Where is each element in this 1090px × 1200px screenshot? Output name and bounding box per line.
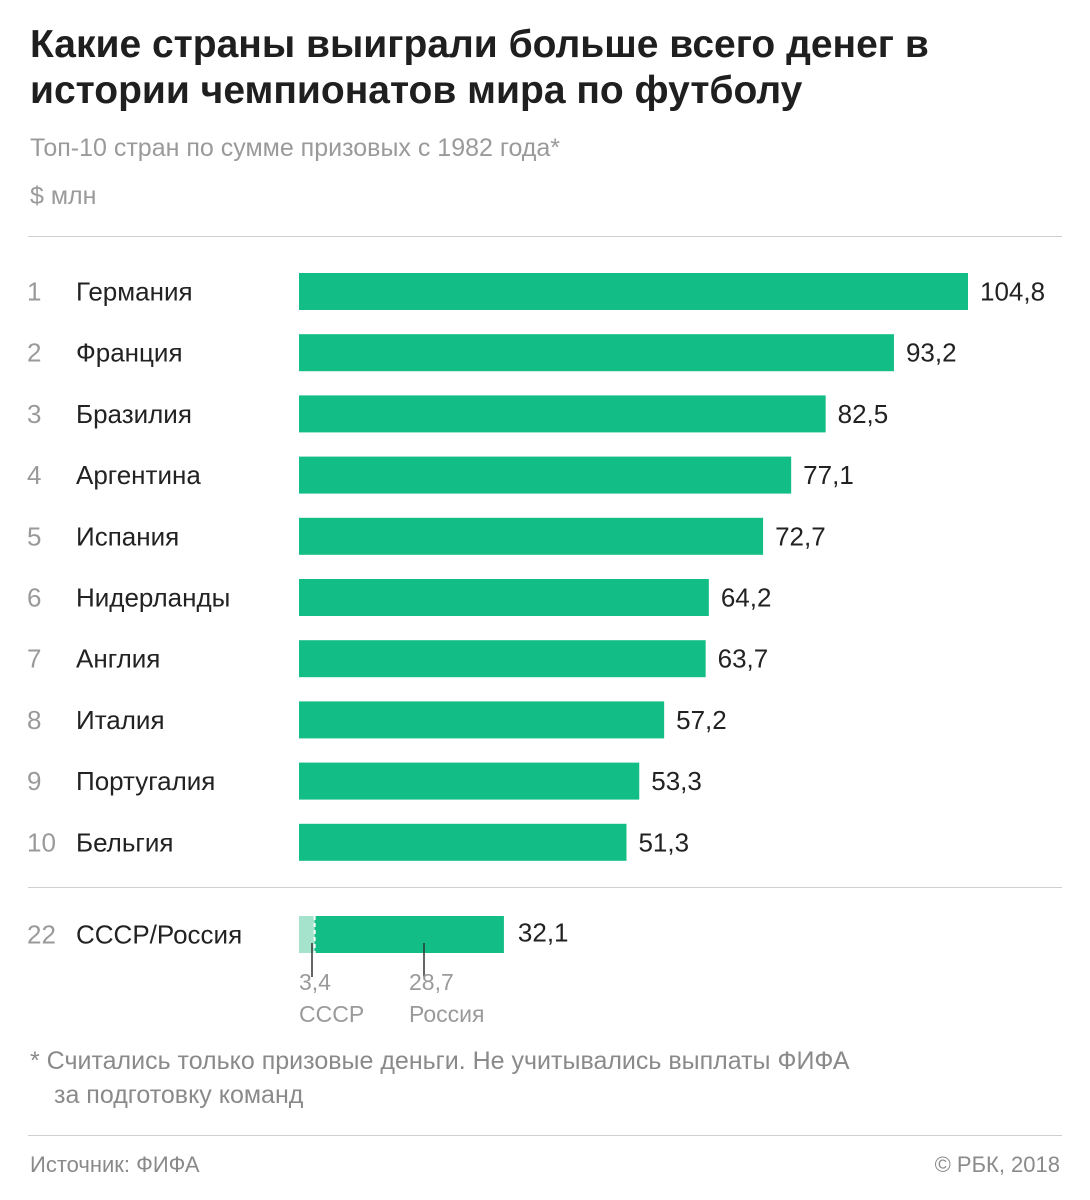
value-label: 64,2 [721,583,772,613]
category-label: СССР/Россия [76,920,242,950]
value-label: 57,2 [676,705,727,735]
category-label: Нидерланды [76,583,230,613]
category-label: Англия [76,644,160,674]
rank-label: 10 [27,827,56,857]
value-label: 104,8 [980,277,1045,307]
category-label: Бельгия [76,827,173,857]
rank-label: 3 [27,399,41,429]
rank-label: 4 [27,460,41,490]
segment-name-label: СССР [299,1001,364,1027]
copyright-label: © РБК, 2018 [934,1152,1060,1177]
category-label: Аргентина [76,460,201,490]
bar [299,456,792,494]
value-label: 93,2 [906,338,957,368]
middle-divider [28,887,1062,888]
rank-label: 8 [27,705,41,735]
category-label: Бразилия [76,399,192,429]
bar [299,334,894,372]
unit-label: $ млн [30,182,97,210]
rank-label: 6 [27,583,41,613]
bottom-divider [28,1135,1062,1136]
segment-value-label: 3,4 [299,969,331,995]
category-label: Германия [76,277,193,307]
bar [299,701,665,739]
chart-subtitle: Топ-10 стран по сумме призовых с 1982 го… [30,134,561,162]
bar-segment-ussr [299,916,315,953]
value-label: 53,3 [651,766,702,796]
value-label: 72,7 [775,521,826,551]
footnote-line-2: за подготовку команд [54,1081,304,1109]
segment-name-label: Россия [409,1001,484,1027]
bar [299,395,826,433]
bar [299,273,968,310]
category-label: Италия [76,705,165,735]
category-label: Португалия [76,766,215,796]
bar-chart: 1 Германия 104,8 2 Франция 93,2 3 Бразилия 82,5 4… [27,273,1045,1027]
source-label: Источник: ФИФА [30,1152,200,1177]
rank-label: 22 [27,920,56,950]
rank-label: 2 [27,338,41,368]
category-label: Франция [76,338,183,368]
bar-segment-russia [314,916,504,953]
value-label: 32,1 [518,918,569,948]
bar [299,640,706,678]
footnote: * Считались только призовые деньги. Не у… [30,1044,850,1112]
top-divider [28,236,1062,237]
bar [299,762,640,800]
category-label: Испания [76,521,179,551]
value-label: 82,5 [838,399,889,429]
rank-label: 1 [27,277,41,307]
bar [299,823,627,861]
value-label: 63,7 [718,644,769,674]
segment-value-label: 28,7 [409,969,454,995]
bar [299,517,764,555]
rank-label: 7 [27,644,41,674]
value-label: 77,1 [803,460,854,490]
bar [299,579,709,616]
value-label: 51,3 [638,827,689,857]
footnote-line-1: * Считались только призовые деньги. Не у… [30,1047,850,1075]
chart-title: Какие страны выиграли больше всего денег… [30,23,929,112]
rank-label: 5 [27,521,41,551]
rank-label: 9 [27,766,41,796]
